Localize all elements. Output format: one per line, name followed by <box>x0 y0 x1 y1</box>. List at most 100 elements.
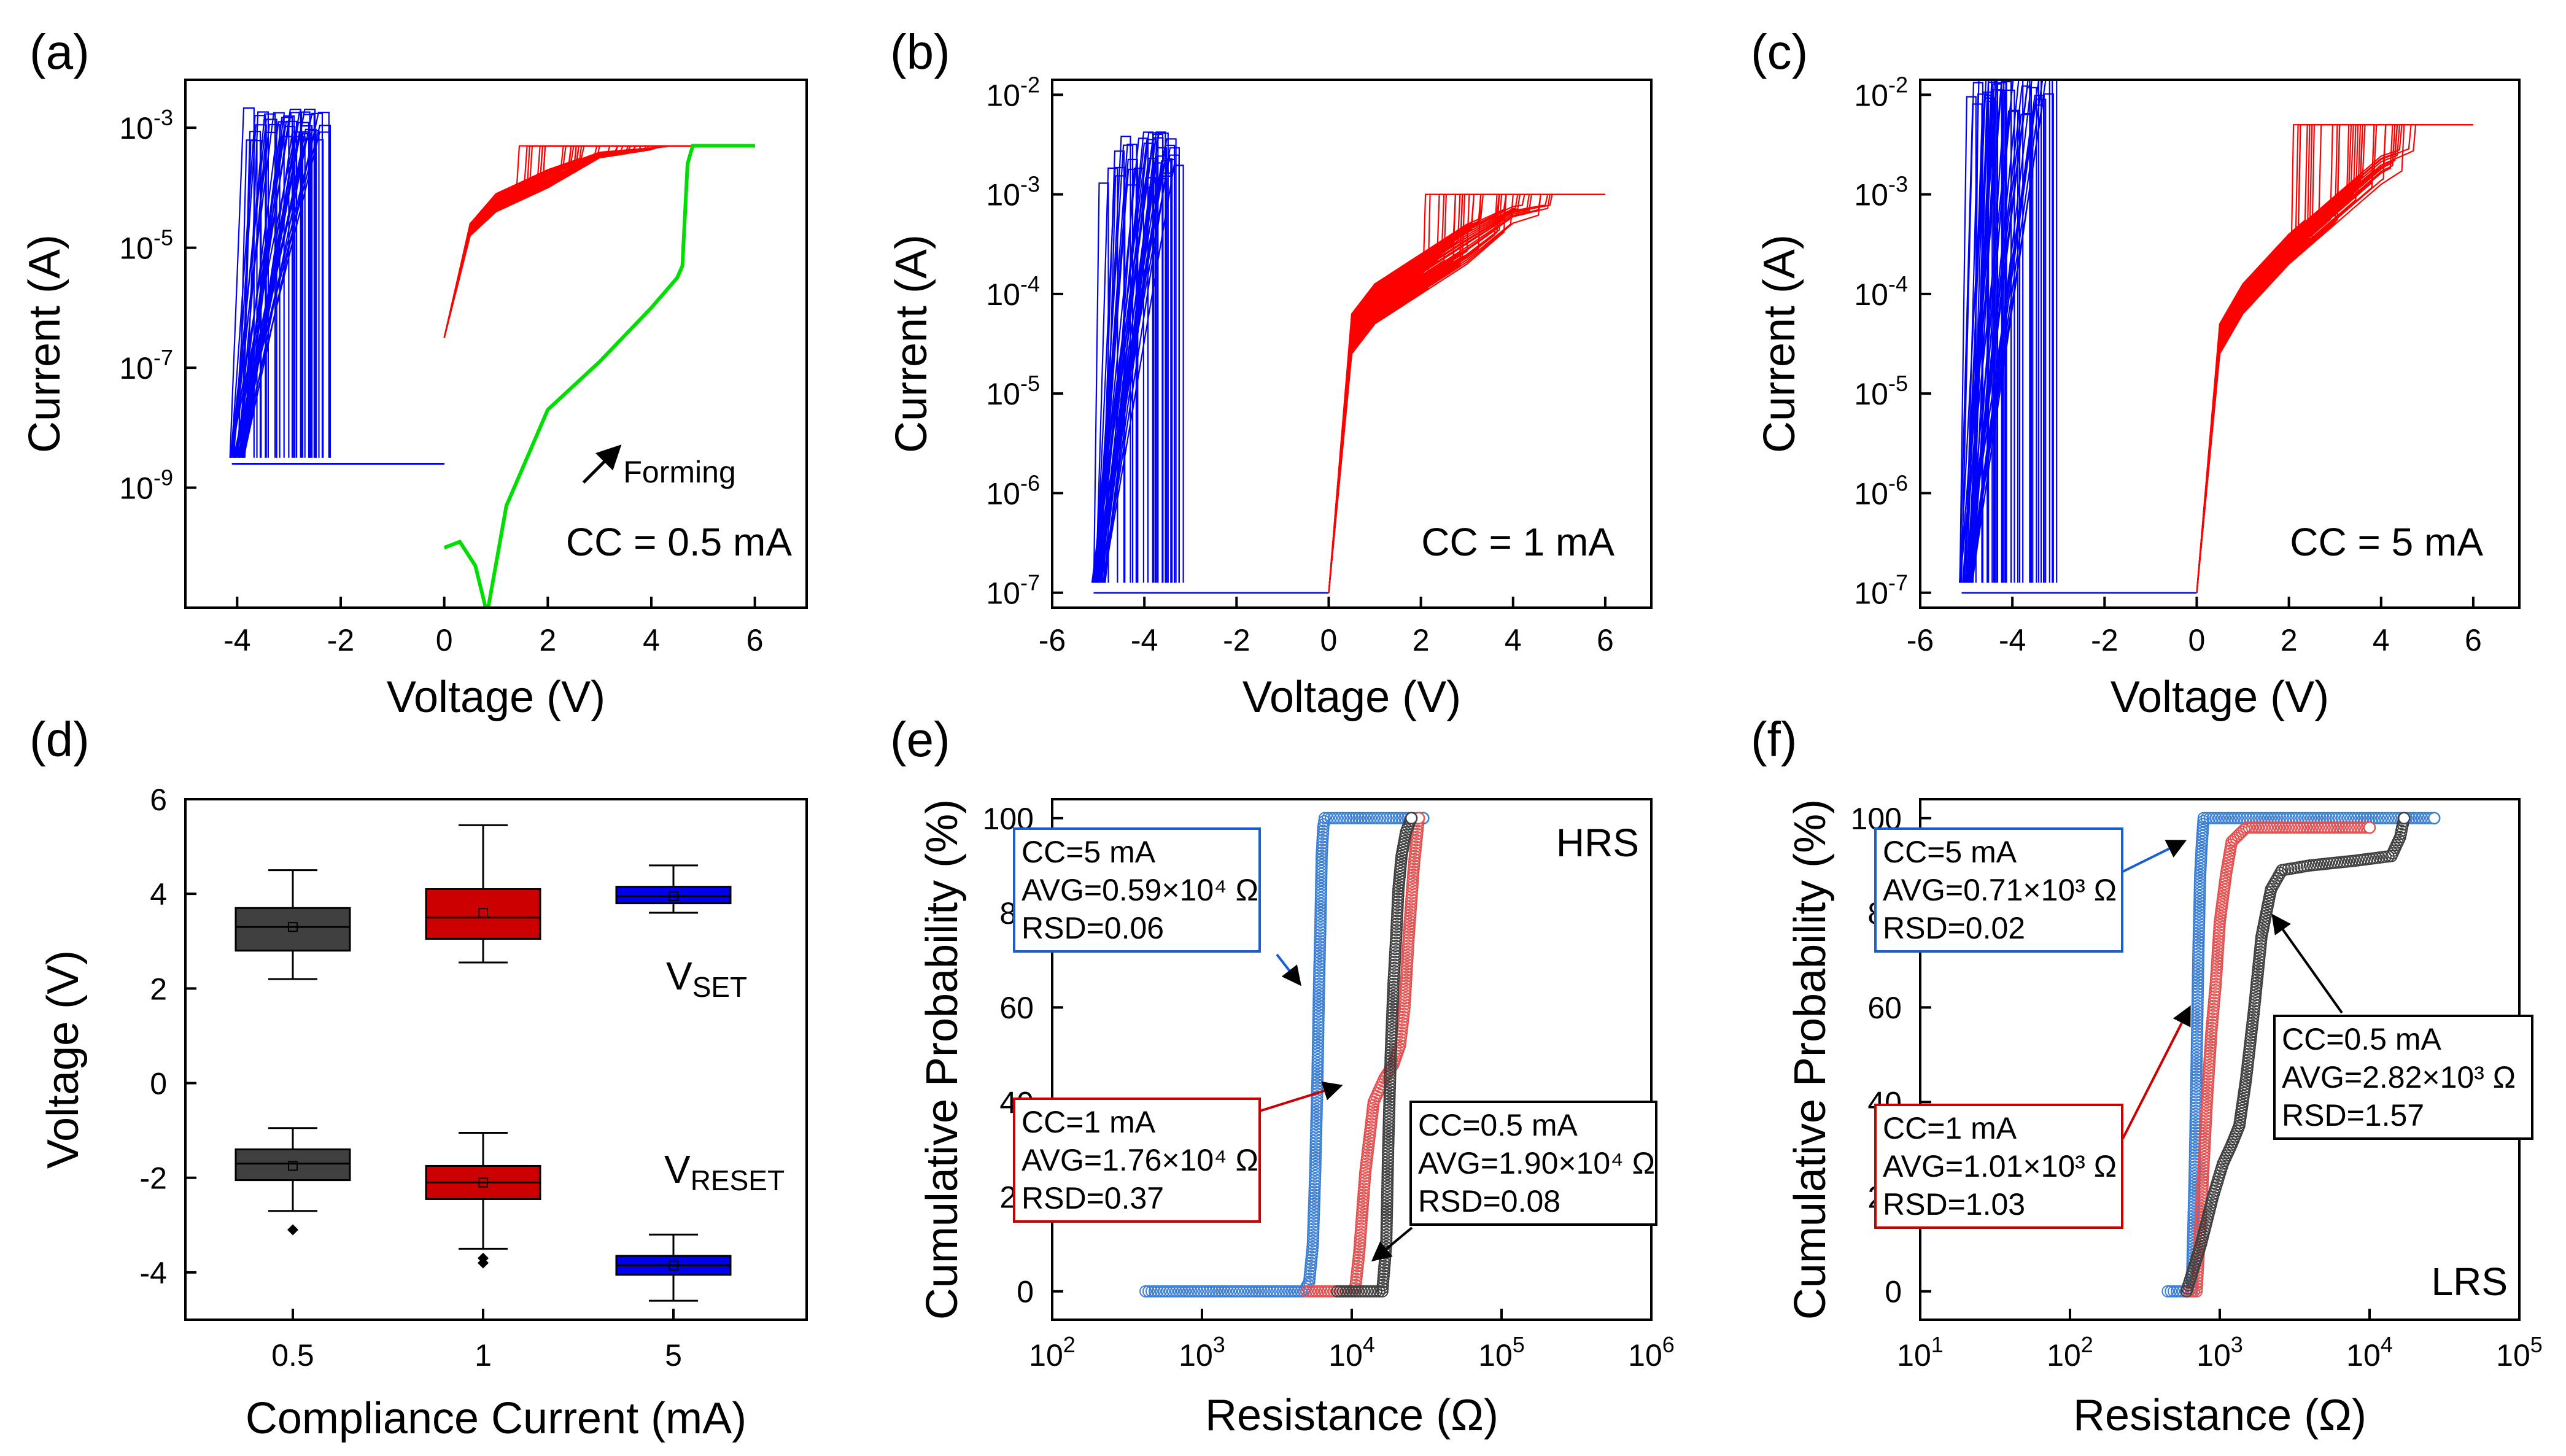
info-box-line: AVG=1.76×10⁴ Ω <box>1021 1143 1258 1177</box>
data-point <box>1311 1099 1323 1112</box>
data-point <box>1382 1121 1395 1134</box>
data-point <box>1380 1219 1393 1232</box>
data-point <box>1325 811 1337 824</box>
box-vreset-0.5 <box>235 1127 351 1236</box>
data-point <box>2196 1184 2209 1197</box>
x-tick-label: 104 <box>2346 1332 2393 1373</box>
data-point <box>1311 1057 1324 1069</box>
data-point <box>1327 1285 1340 1298</box>
data-point <box>1319 1285 1331 1298</box>
data-point <box>1382 1143 1395 1156</box>
data-point <box>1390 927 1403 940</box>
data-point <box>2192 950 2204 963</box>
data-point <box>1324 1285 1337 1298</box>
set-curve <box>443 145 755 338</box>
data-point <box>2193 884 2206 896</box>
data-point <box>1314 910 1327 922</box>
y-tick-label: 4 <box>150 877 167 912</box>
data-point <box>1399 986 1412 999</box>
data-point <box>1313 947 1326 959</box>
data-point <box>1383 1100 1396 1113</box>
data-point <box>1328 811 1340 824</box>
set-curve <box>443 145 755 338</box>
data-point <box>1400 980 1412 992</box>
data-point <box>1381 1161 1394 1174</box>
data-point <box>2428 811 2441 825</box>
data-point <box>2197 811 2210 824</box>
x-tick-label: 102 <box>2047 1332 2093 1373</box>
data-point <box>1389 943 1402 956</box>
data-point <box>1387 968 1400 981</box>
data-point <box>1399 983 1412 995</box>
data-point <box>2168 1285 2180 1298</box>
x-tick-label: 2 <box>2281 623 2298 657</box>
data-point <box>1362 811 1374 824</box>
data-point <box>1334 811 1346 824</box>
cc-annotation: CC = 5 mA <box>2290 520 2483 564</box>
x-tick-label: 6 <box>2465 623 2482 657</box>
y-axis-title: Cumulative Probability (%) <box>918 799 967 1320</box>
data-point <box>1381 1155 1394 1168</box>
data-point <box>1390 914 1403 927</box>
data-point <box>2318 821 2331 834</box>
data-point <box>1390 933 1403 946</box>
panel-f: 101102103104105020406080100Resistance (Ω… <box>1751 712 2543 1440</box>
data-point <box>1349 811 1362 824</box>
data-point <box>1314 900 1327 913</box>
data-point <box>1385 1033 1398 1046</box>
data-point <box>1384 1067 1397 1080</box>
info-box-arrow <box>2122 1005 2191 1139</box>
x-axis-title: Voltage (V) <box>1242 673 1461 722</box>
y-tick-label: 10-3 <box>1854 172 1908 212</box>
data-point <box>1404 908 1417 921</box>
data-point <box>2291 821 2304 834</box>
data-point <box>1370 1285 1382 1298</box>
data-point <box>1401 945 1414 958</box>
y-tick-label: 10-6 <box>986 470 1040 511</box>
data-point <box>2192 987 2204 1000</box>
data-point <box>1314 934 1327 947</box>
data-point <box>2373 811 2385 824</box>
data-point <box>1309 1285 1322 1298</box>
data-point <box>1381 1189 1393 1202</box>
data-point <box>1311 1075 1324 1088</box>
data-point <box>1382 1137 1395 1150</box>
data-point <box>1390 921 1403 934</box>
data-point <box>1390 911 1403 924</box>
data-point <box>1282 1285 1295 1298</box>
series-reset <box>1091 131 1329 594</box>
data-point <box>1389 811 1402 824</box>
data-point <box>1169 1285 1182 1298</box>
data-point <box>1383 1085 1396 1098</box>
data-point <box>2193 911 2206 924</box>
info-box-line: RSD=0.08 <box>1418 1184 1560 1218</box>
data-point <box>2194 869 2207 881</box>
x-tick-label: 1 <box>475 1338 492 1373</box>
curves <box>1091 131 1605 594</box>
set-curve <box>443 145 755 338</box>
data-point <box>2191 1027 2203 1040</box>
data-point <box>2161 1285 2174 1298</box>
x-axis-title: Voltage (V) <box>2111 673 2329 722</box>
data-point <box>1312 996 1325 1009</box>
forming-label: Forming <box>623 455 735 489</box>
info-box: CC=5 mA AVG=0.59×10⁴ Ω RSD=0.06 <box>1013 827 1301 986</box>
data-point <box>1315 856 1328 869</box>
data-point <box>1343 1285 1355 1298</box>
data-point <box>2190 1033 2203 1046</box>
data-point <box>1384 1055 1397 1067</box>
data-point <box>1337 811 1350 824</box>
data-point <box>1387 974 1400 987</box>
data-point <box>1391 908 1404 921</box>
reset-curve <box>1965 80 2197 594</box>
forming-curve <box>443 144 755 608</box>
set-curve <box>1328 193 1605 593</box>
data-point <box>1382 1125 1395 1137</box>
data-point <box>2330 821 2343 834</box>
data-point <box>2348 821 2361 834</box>
data-point <box>1388 965 1401 978</box>
reset-curve <box>1964 113 2197 594</box>
y-tick-label: 2 <box>150 972 167 1006</box>
data-point <box>1389 955 1401 968</box>
